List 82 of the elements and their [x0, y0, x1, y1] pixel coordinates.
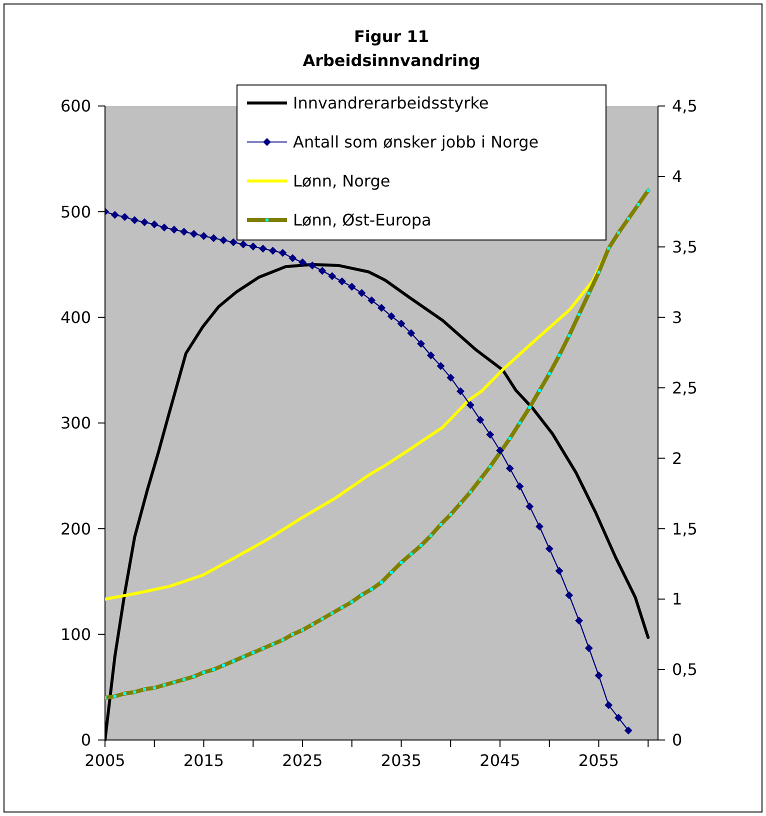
y2-tick-label: 4,5 — [672, 96, 698, 116]
point — [150, 220, 158, 228]
point — [466, 401, 474, 410]
legend-label: Lønn, Norge — [293, 172, 390, 191]
y-tick-label: 100 — [60, 624, 91, 644]
point — [368, 296, 376, 304]
point — [308, 262, 316, 270]
point — [378, 304, 386, 312]
point — [516, 482, 524, 490]
point — [476, 416, 484, 424]
point — [565, 591, 574, 600]
point — [358, 289, 366, 298]
point — [239, 240, 248, 248]
point — [584, 644, 593, 652]
point — [506, 464, 514, 472]
point — [526, 502, 534, 510]
y2-tick-label: 0,5 — [672, 660, 698, 680]
y-tick-label: 200 — [60, 519, 91, 538]
point — [594, 672, 603, 680]
point — [190, 230, 198, 238]
point — [210, 234, 218, 242]
legend-label: Innvandrerarbeidsstyrke — [293, 94, 489, 113]
x-tick-label: 2025 — [282, 751, 323, 770]
chart-title: Figur 11 — [354, 27, 429, 46]
point — [278, 248, 287, 257]
point — [249, 242, 258, 251]
point — [604, 701, 613, 710]
point — [288, 254, 297, 262]
point — [268, 246, 277, 255]
point — [130, 216, 139, 224]
point — [545, 544, 554, 553]
point — [407, 329, 416, 338]
y-tick-label: 400 — [60, 308, 91, 327]
y-tick-label: 300 — [60, 414, 91, 433]
point — [348, 282, 356, 291]
point — [436, 362, 445, 370]
y2-tick-label: 2,5 — [672, 378, 698, 398]
point — [456, 387, 464, 396]
point — [555, 566, 564, 575]
point — [110, 210, 119, 219]
point — [446, 374, 455, 382]
point — [417, 340, 425, 348]
x-tick-label: 2015 — [183, 751, 224, 770]
point — [160, 224, 168, 232]
y2-tick-label: 0 — [672, 730, 682, 750]
point — [536, 522, 544, 531]
point — [298, 258, 306, 266]
y2-tick-label: 2 — [672, 448, 682, 468]
y2-tick-label: 4 — [672, 167, 682, 186]
chart-subtitle: Arbeidsinnvandring — [302, 51, 480, 70]
point — [328, 272, 336, 280]
point — [318, 266, 326, 275]
x-tick-label: 2035 — [380, 751, 422, 770]
y-tick-label: 0 — [80, 730, 91, 750]
point — [575, 616, 583, 625]
y2-tick-label: 1 — [672, 590, 682, 609]
point — [200, 232, 208, 240]
y2-tick-label: 3,5 — [672, 237, 698, 256]
point — [229, 238, 238, 246]
point — [426, 351, 435, 360]
point — [220, 236, 228, 244]
point — [180, 228, 188, 236]
y2-tick-label: 1,5 — [672, 519, 698, 538]
y2-tick-label: 3 — [672, 308, 682, 327]
x-tick-label: 2005 — [84, 751, 126, 770]
point — [259, 244, 267, 253]
point — [120, 212, 129, 221]
legend-label: Antall som ønsker jobb i Norge — [293, 132, 539, 152]
point — [387, 312, 396, 320]
point — [397, 320, 406, 328]
point — [140, 218, 148, 226]
x-tick-label: 2045 — [480, 751, 520, 770]
point — [338, 277, 346, 286]
point — [624, 726, 632, 734]
y-tick-label: 600 — [60, 96, 91, 116]
legend-label: Lønn, Øst-Europa — [293, 210, 432, 230]
x-tick-label: 2055 — [578, 751, 620, 770]
point — [614, 714, 622, 722]
point — [496, 446, 504, 454]
point — [170, 226, 178, 234]
y-tick-label: 500 — [60, 202, 91, 222]
point — [486, 430, 494, 439]
